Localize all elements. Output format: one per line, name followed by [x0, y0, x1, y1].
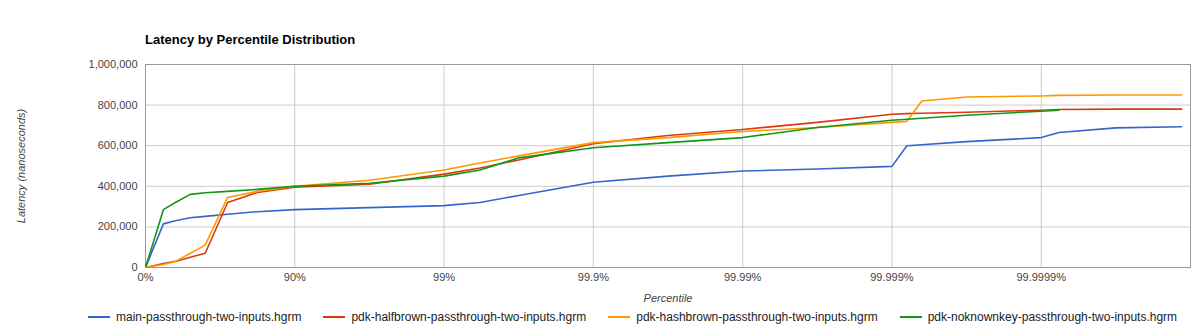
html-text:pdk-halfbrown-passthrough-two-: pdk-halfbrown-passthrough-two-inputs.hgr… [351, 310, 587, 324]
html-text:Latency by Percentile Distribu: Latency by Percentile Distribution [145, 32, 356, 47]
svg-text:200,000: 200,000 [98, 220, 138, 232]
html-text:pdk-hashbrown-passthrough-two-: pdk-hashbrown-passthrough-two-inputs.hgr… [636, 310, 878, 324]
svg-text:90%: 90% [284, 271, 306, 283]
svg-text:400,000: 400,000 [98, 180, 138, 192]
svg-text:99.9999%: 99.9999% [1016, 271, 1066, 283]
svg-text:0%: 0% [138, 271, 154, 283]
html-text:main-passthrough-two-inputs.hg: main-passthrough-two-inputs.hgrm [116, 310, 302, 324]
svg-text:99.99%: 99.99% [724, 271, 762, 283]
svg-text:1,000,000: 1,000,000 [89, 58, 138, 70]
html-text:pdk-noknownkey-passthrough-two: pdk-noknownkey-passthrough-two-inputs.hg… [927, 310, 1178, 324]
svg-text:800,000: 800,000 [98, 99, 138, 111]
svg-text:Latency (nanoseconds): Latency (nanoseconds) [15, 108, 27, 223]
svg-text:600,000: 600,000 [98, 139, 138, 151]
svg-text:0: 0 [131, 261, 137, 273]
svg-text:99.999%: 99.999% [870, 271, 914, 283]
svg-text:Percentile: Percentile [644, 292, 693, 304]
svg-text:99%: 99% [433, 271, 455, 283]
svg-text:99.9%: 99.9% [578, 271, 609, 283]
